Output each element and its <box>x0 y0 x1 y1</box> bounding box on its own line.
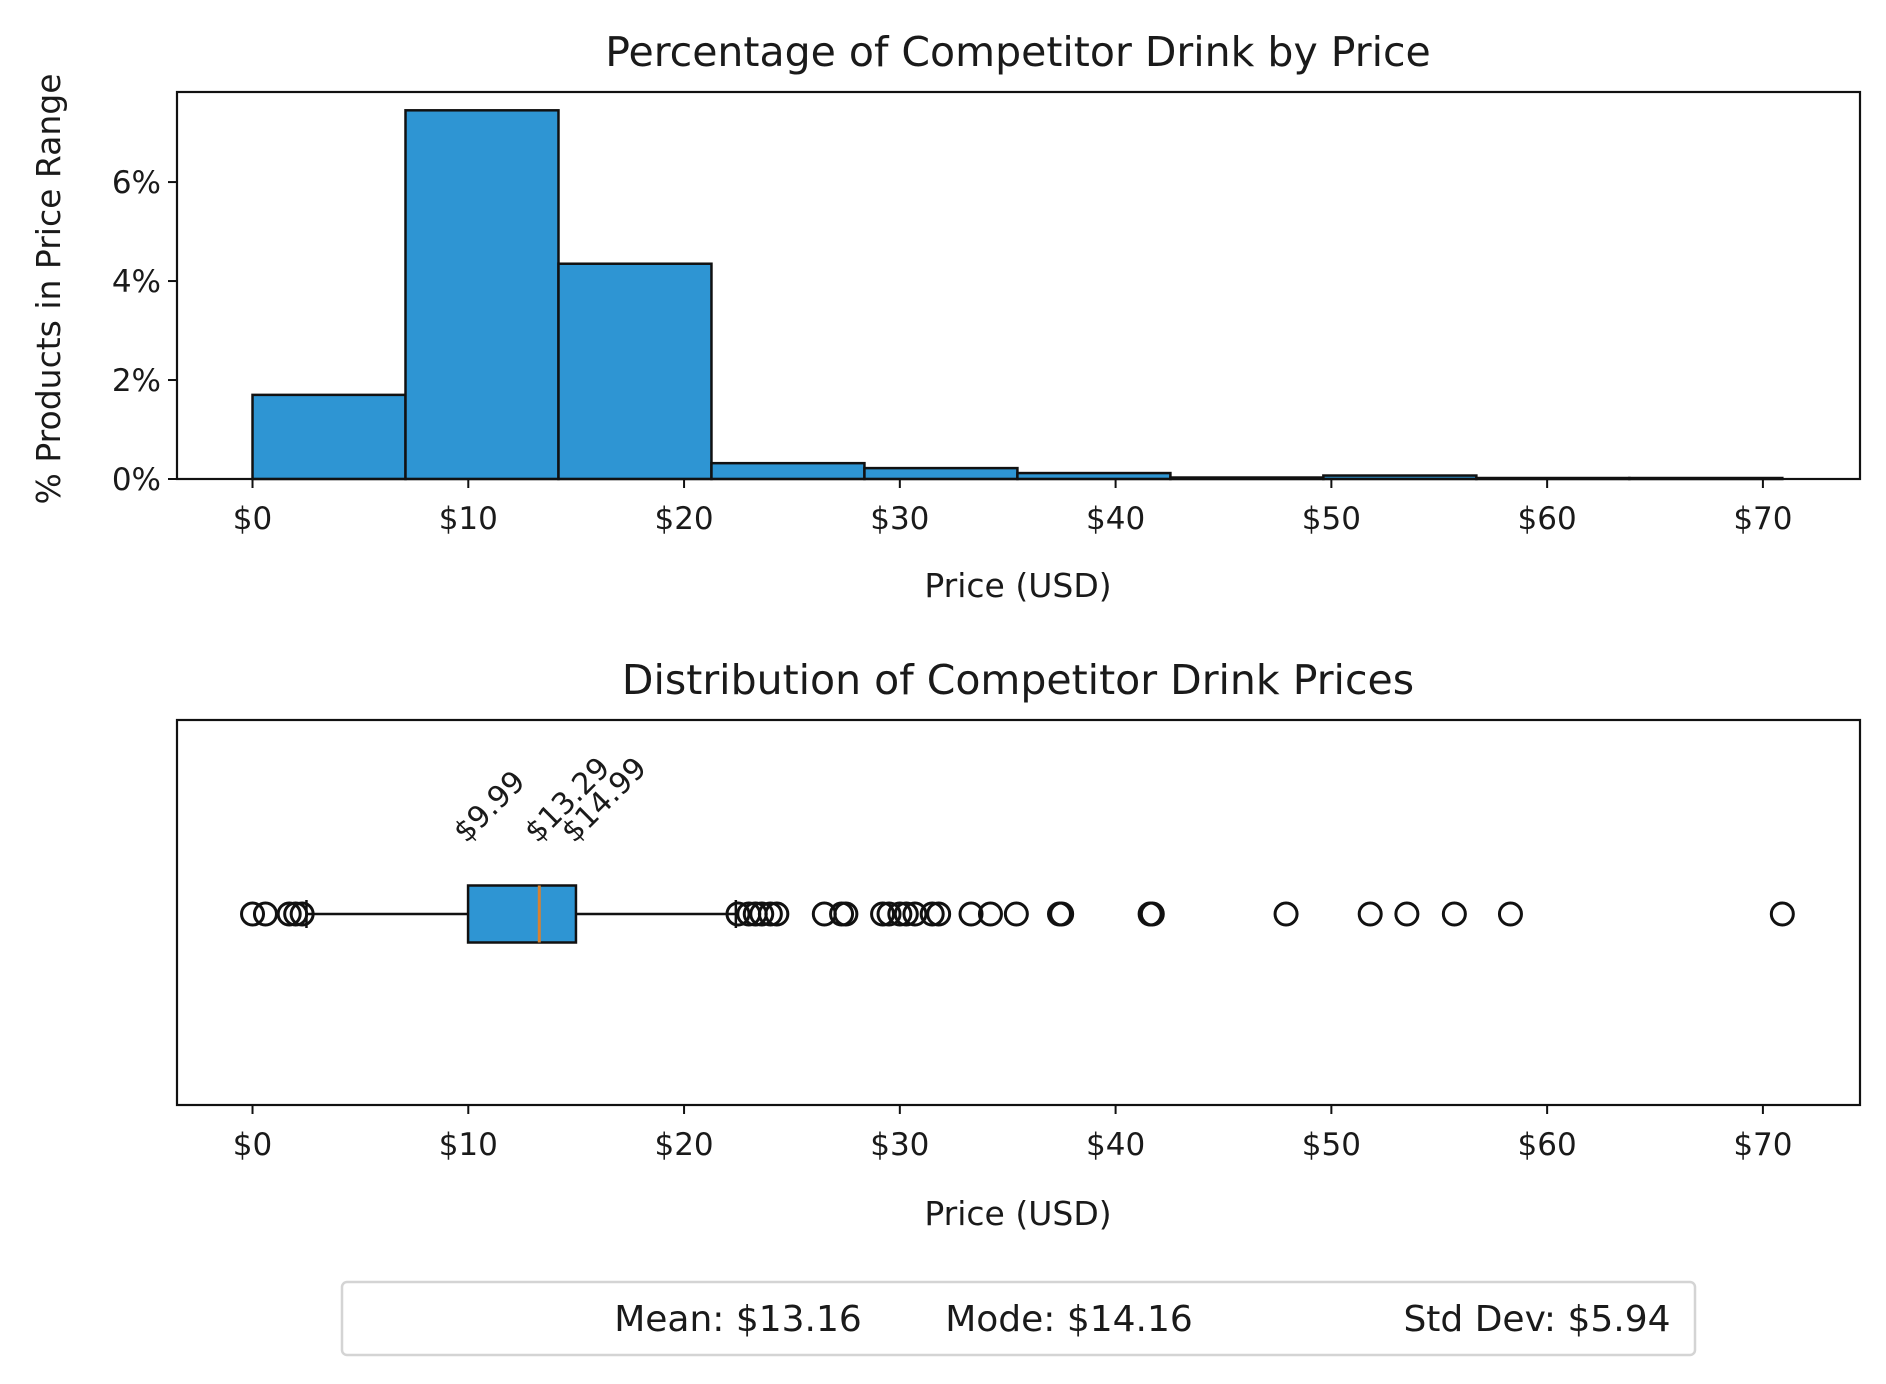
histogram-bar <box>863 466 1019 481</box>
outlier-point <box>276 901 302 927</box>
stats-mean: Mean: $13.16 <box>614 1299 862 1340</box>
outlier-point <box>1441 901 1467 927</box>
outlier-point <box>902 901 928 927</box>
x-tick-label: $0 <box>233 501 272 537</box>
boxplot-x-axis-label: Price (USD) <box>924 1194 1111 1233</box>
y-tick-label: 0% <box>112 462 161 498</box>
y-tick-label: 2% <box>112 363 161 399</box>
histogram-bar <box>404 109 560 481</box>
histogram-bar <box>557 262 713 481</box>
stats-summary-frame <box>340 1280 1697 1357</box>
outlier-point <box>240 901 266 927</box>
boxplot-elements: $9.99$13.29$14.99 <box>240 751 1795 944</box>
histogram-x-ticks: $0 $10 $20 $30 $40 $50 $60 $70 <box>233 479 1792 537</box>
x-tick-label: $60 <box>1518 1127 1577 1163</box>
outlier-point <box>893 901 919 927</box>
histogram-bars <box>251 109 1784 481</box>
x-tick-label: $20 <box>654 1127 713 1163</box>
x-tick-label: $10 <box>439 1127 498 1163</box>
x-tick-label: $50 <box>1302 501 1361 537</box>
outlier-point <box>1139 901 1165 927</box>
x-tick-label: $30 <box>870 1127 929 1163</box>
outlier-point <box>764 901 790 927</box>
boxplot-plot-frame <box>175 718 1862 1107</box>
x-tick-label: $40 <box>1086 501 1145 537</box>
x-tick-label: $60 <box>1518 501 1577 537</box>
x-tick-label: $20 <box>654 501 713 537</box>
x-tick-label: $0 <box>233 1127 272 1163</box>
histogram-plot-frame <box>175 90 1862 481</box>
outlier-point <box>289 901 315 927</box>
outlier-point <box>1049 901 1075 927</box>
x-tick-label: $10 <box>439 501 498 537</box>
histogram-bar <box>710 461 866 481</box>
histogram-x-axis-label: Price (USD) <box>924 566 1111 605</box>
outlier-point <box>757 901 783 927</box>
outlier-point <box>283 901 309 927</box>
outlier-point <box>919 901 945 927</box>
outlier-point <box>1769 901 1795 927</box>
histogram-title: Percentage of Competitor Drink by Price <box>605 28 1431 76</box>
histogram-y-axis-label: % Products in Price Range <box>29 74 68 505</box>
x-tick-label: $70 <box>1733 501 1792 537</box>
iqr-box <box>466 884 578 944</box>
outlier-point <box>1497 901 1523 927</box>
outlier-point <box>252 901 278 927</box>
outlier-point <box>926 901 952 927</box>
boxplot-title: Distribution of Competitor Drink Prices <box>622 656 1414 704</box>
outlier-point <box>958 901 984 927</box>
x-tick-label: $70 <box>1733 1127 1792 1163</box>
outlier-point <box>1273 901 1299 927</box>
histogram-panel: Percentage of Competitor Drink by Price … <box>29 28 1862 605</box>
outlier-point <box>870 901 896 927</box>
outlier-point <box>977 901 1003 927</box>
outlier-point <box>876 901 902 927</box>
q1-label: $9.99 <box>447 764 532 849</box>
y-tick-label: 6% <box>112 165 161 201</box>
histogram-y-ticks: 0% 2% 4% 6% <box>112 165 177 498</box>
outlier-point <box>1357 901 1383 927</box>
histogram-bar <box>251 393 407 481</box>
x-tick-label: $50 <box>1302 1127 1361 1163</box>
stats-std-dev: Std Dev: $5.94 <box>1403 1299 1670 1340</box>
outlier-point <box>725 901 751 927</box>
x-tick-label: $40 <box>1086 1127 1145 1163</box>
boxplot-x-ticks: $0 $10 $20 $30 $40 $50 $60 $70 <box>233 1105 1792 1163</box>
y-tick-label: 4% <box>112 264 161 300</box>
x-tick-label: $30 <box>870 501 929 537</box>
outlier-point <box>749 901 775 927</box>
outlier-point <box>1003 901 1029 927</box>
stats-summary-box: Mean: $13.16 Mode: $14.16 Std Dev: $5.94 <box>340 1280 1697 1357</box>
stats-mode: Mode: $14.16 <box>945 1299 1193 1340</box>
outlier-point <box>1394 901 1420 927</box>
outlier-point <box>833 901 859 927</box>
outlier-point <box>887 901 913 927</box>
boxplot-panel: Distribution of Competitor Drink Prices … <box>175 656 1862 1233</box>
